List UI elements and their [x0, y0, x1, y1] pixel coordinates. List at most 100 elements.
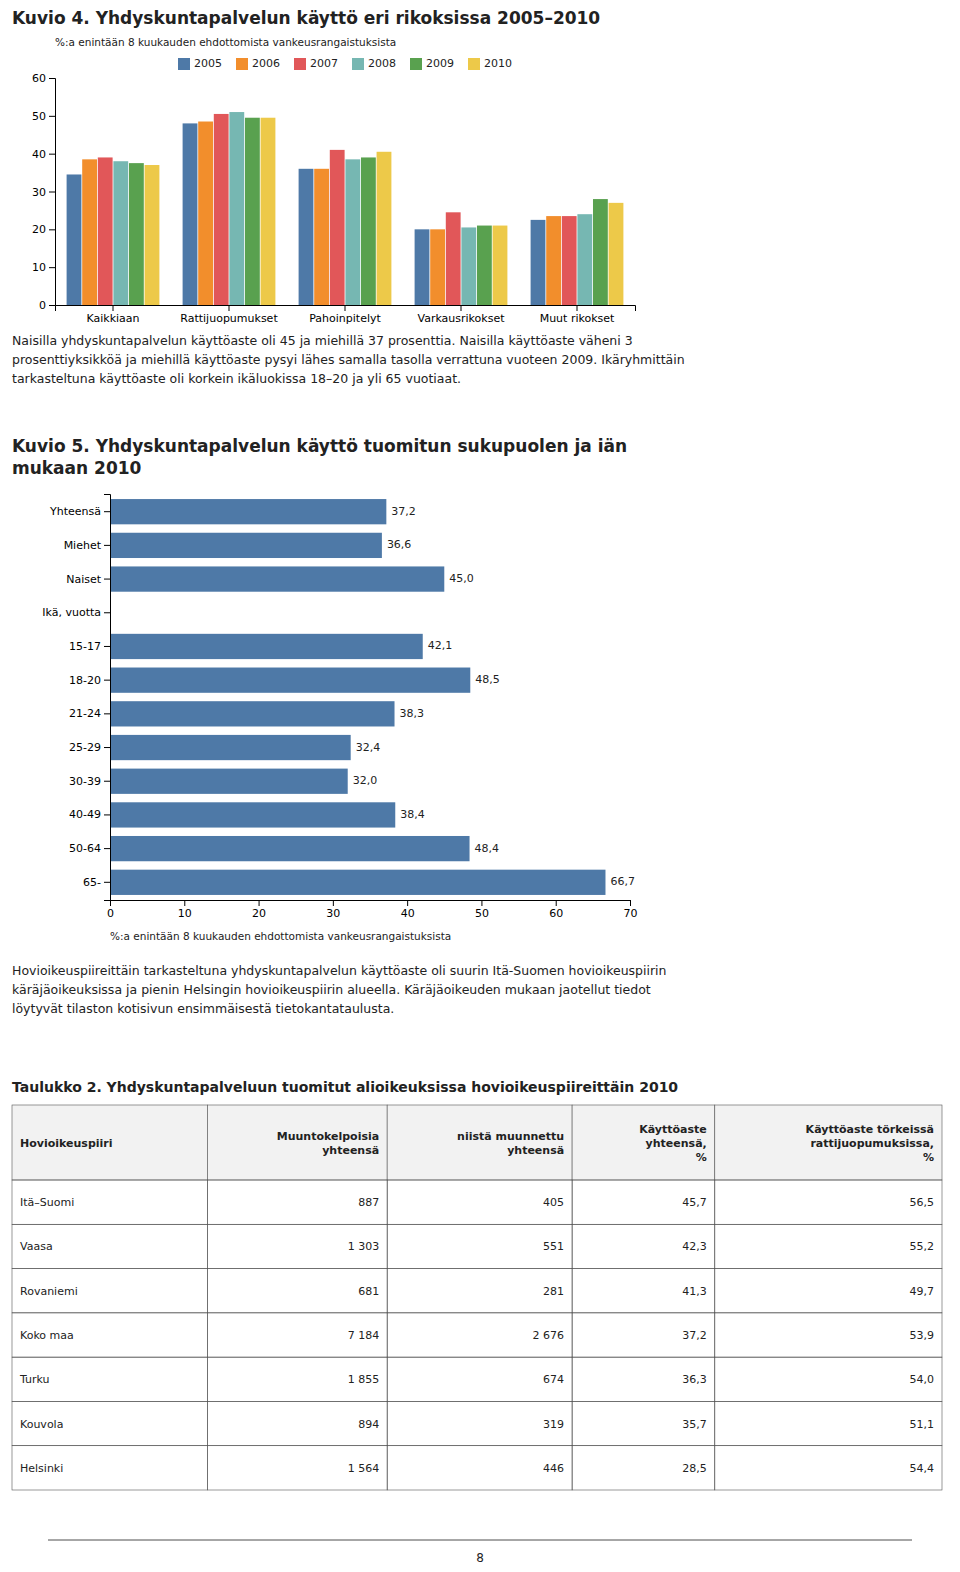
data-label: 48,4 [475, 842, 500, 855]
table-cell [208, 1269, 388, 1313]
tick-mark [104, 680, 110, 681]
table-text: 51,1 [910, 1418, 935, 1431]
bar [110, 802, 395, 827]
tick: Yhteensä [49, 505, 110, 518]
tick-mark [407, 900, 408, 906]
bar [110, 735, 351, 760]
table-cell [387, 1180, 572, 1224]
table-header: Käyttöaste törkeissärattijuopumuksissa,% [806, 1123, 934, 1164]
table-cell [572, 1269, 715, 1313]
chart-title-line: Kuvio 5. Yhdyskuntapalvelun käyttö tuomi… [12, 436, 627, 456]
tick: 65- [83, 876, 110, 889]
table-text: 54,4 [910, 1462, 935, 1475]
table-cell [208, 1357, 388, 1401]
chart-title: Kuvio 5. Yhdyskuntapalvelun käyttö tuomi… [12, 436, 627, 478]
tick-mark [49, 154, 55, 155]
table-text-line: Rovaniemi [20, 1285, 78, 1298]
paragraph-line: Hovioikeuspiireittäin tarkasteltuna yhdy… [12, 963, 667, 978]
bar [98, 157, 113, 305]
table-text: 446 [543, 1462, 564, 1475]
tick-mark [113, 305, 114, 311]
bar [261, 118, 276, 305]
bar [314, 169, 329, 305]
table-text-line: 1 303 [348, 1240, 380, 1253]
table-text-line: Vaasa [20, 1240, 53, 1253]
table-cell [715, 1313, 942, 1357]
bar [461, 227, 476, 305]
bar [110, 533, 382, 558]
table-text: 49,7 [910, 1285, 935, 1298]
page-rule [48, 1540, 912, 1541]
bars [67, 112, 624, 305]
table-text: 281 [543, 1285, 564, 1298]
table-text: Vaasa [20, 1240, 53, 1253]
table-cell [715, 1357, 942, 1401]
table-header-line: % [696, 1151, 707, 1164]
data-label: 38,3 [400, 707, 425, 720]
table-cell [387, 1446, 572, 1490]
tick: 50 [475, 900, 489, 920]
tick-label: Miehet [64, 539, 102, 552]
table-header-line: rattijuopumuksissa, [810, 1137, 934, 1150]
data-label: 38,4 [400, 808, 425, 821]
bar [477, 226, 492, 305]
tick: 20 [252, 900, 266, 920]
tick-mark [481, 900, 482, 906]
table-header: Hovioikeuspiiri [20, 1137, 113, 1150]
bar [493, 226, 508, 305]
table-header-line: Hovioikeuspiiri [20, 1137, 113, 1150]
table-text: Turku [19, 1373, 50, 1386]
tick-mark [104, 882, 110, 883]
tick: Muut rikokset [540, 305, 615, 325]
table-text: 36,3 [682, 1373, 707, 1386]
bar [361, 157, 376, 305]
table-text-line: Turku [19, 1373, 50, 1386]
tick: Rattijuopumukset [180, 305, 278, 325]
table-cell [12, 1180, 208, 1224]
data-label: 36,6 [387, 538, 412, 551]
table-cell [12, 1269, 208, 1313]
tick: 60 [549, 900, 563, 920]
legend-label: 2010 [484, 57, 512, 70]
table-text: 319 [543, 1418, 564, 1431]
table-text-line: 405 [543, 1196, 564, 1209]
table-text: 1 564 [348, 1462, 380, 1475]
tick-label: Ikä, vuotta [42, 606, 101, 619]
category-axis: KaikkiaanRattijuopumuksetPahoinpitelytVa… [56, 305, 636, 325]
table-cell [572, 1224, 715, 1268]
table-text-line: 49,7 [910, 1285, 935, 1298]
table-cell [208, 1446, 388, 1490]
table-text-line: Kouvola [20, 1418, 63, 1431]
tick: 40 [401, 900, 415, 920]
tick: 60 [32, 72, 55, 85]
tick-label: 0 [39, 299, 46, 312]
table-cell [572, 1401, 715, 1445]
table-text: 681 [358, 1285, 379, 1298]
table-text: 405 [543, 1196, 564, 1209]
tick: 40-49 [69, 808, 110, 821]
tick-label: Yhteensä [49, 505, 101, 518]
table-cell [572, 1180, 715, 1224]
bar [562, 216, 577, 305]
axis-title: %:a enintään 8 kuukauden ehdottomista va… [55, 36, 396, 48]
table-text-line: 51,1 [910, 1418, 935, 1431]
table-header-cell [715, 1105, 942, 1180]
bar [110, 836, 470, 861]
table-cell [572, 1313, 715, 1357]
tick: 15-17 [69, 640, 110, 653]
paragraph: Naisilla yhdyskuntapalvelun käyttöaste o… [12, 333, 685, 386]
tick-label: 40 [32, 148, 46, 161]
table-cell [715, 1401, 942, 1445]
table-header: Käyttöasteyhteensä,% [639, 1123, 707, 1164]
table-text: 42,3 [682, 1240, 707, 1253]
paragraph-line: käräjäoikeuksissa ja pienin Helsingin ho… [12, 982, 651, 997]
table-text-line: 1 855 [348, 1373, 380, 1386]
table-text: Helsinki [20, 1462, 63, 1475]
tick: 20 [32, 223, 55, 236]
table-header: Muuntokelpoisiayhteensä [277, 1130, 379, 1157]
legend-swatch [178, 58, 190, 70]
table-text-line: 446 [543, 1462, 564, 1475]
table-text-line: Koko maa [20, 1329, 74, 1342]
table-text-line: Helsinki [20, 1462, 63, 1475]
tick-label: Kaikkiaan [86, 312, 139, 325]
